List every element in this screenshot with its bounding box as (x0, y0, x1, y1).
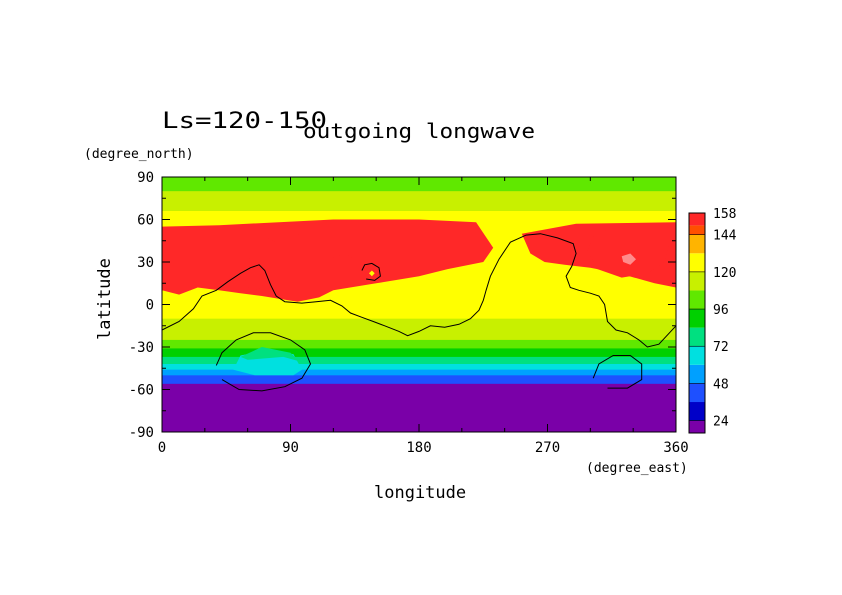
y-tick-label: 90 (137, 170, 154, 186)
band-9 (162, 348, 676, 358)
colorbar-segment (689, 383, 705, 403)
y-axis-label: latitude (95, 258, 115, 340)
colorbar-segment (689, 253, 705, 272)
axes: 0 90 180 270 360 90 60 30 0 -30 -60 -90 (129, 170, 689, 456)
colorbar: 158 144 120 96 72 48 24 (688, 207, 737, 434)
chart-subtitle: Ls=120-150 (162, 109, 327, 134)
x-tick-label: 0 (158, 440, 166, 456)
band-8 (162, 339, 676, 349)
topography-contour-3 (592, 355, 643, 389)
contour-region-0 (162, 219, 494, 302)
band-2 (162, 191, 676, 203)
band-4 (162, 211, 676, 220)
colorbar-label: 24 (713, 415, 729, 430)
colorbar-segment (689, 364, 705, 384)
band-13 (162, 375, 676, 385)
colorbar-label: 120 (713, 266, 736, 281)
colorbar-label: 144 (713, 229, 737, 244)
x-tick-label: 90 (282, 440, 299, 456)
contour-region-3 (267, 233, 300, 244)
contour-region-4 (244, 256, 268, 292)
contour-region-9 (240, 347, 300, 362)
colorbar-label: 72 (713, 340, 729, 355)
y-tick-label: -60 (129, 383, 154, 399)
band-3 (162, 202, 676, 212)
band-12 (162, 369, 676, 376)
colorbar-segment (689, 309, 705, 328)
plot-area (162, 177, 676, 433)
colorbar-segment (689, 346, 705, 365)
topography-contour-0 (161, 233, 677, 348)
colorbar-segment (689, 234, 705, 254)
y-axis-unit: (degree_north) (84, 147, 194, 162)
colorbar-segment (689, 327, 705, 347)
x-axis-unit: (degree_east) (586, 461, 688, 476)
colorbar-label: 48 (713, 377, 729, 392)
colorbar-label: 158 (713, 207, 736, 222)
colorbar-segment (689, 420, 705, 433)
band-11 (162, 364, 676, 371)
y-tick-label: -30 (129, 340, 154, 356)
y-tick-label: 30 (137, 255, 154, 271)
chart-title: outgoing longwave (303, 119, 535, 143)
band-10 (162, 356, 676, 365)
colorbar-segment (689, 271, 705, 291)
y-tick-label: 60 (137, 213, 154, 229)
x-axis-label: longitude (374, 483, 466, 503)
contour-region-2 (587, 226, 671, 278)
band-1 (162, 185, 676, 192)
colorbar-segment (689, 290, 705, 310)
y-tick-label: 0 (146, 298, 154, 314)
band-6 (162, 318, 676, 331)
contour-region-7 (369, 270, 375, 277)
x-tick-label: 270 (535, 440, 560, 456)
x-tick-label: 180 (406, 440, 431, 456)
band-7 (162, 330, 676, 341)
x-tick-label: 360 (663, 440, 688, 456)
colorbar-segment (689, 402, 705, 421)
topography-contour-2 (215, 332, 312, 392)
colorbar-segment (689, 225, 705, 235)
colorbar-segment (689, 213, 705, 226)
contour-lines (161, 233, 677, 392)
y-tick-label: -90 (129, 425, 154, 441)
contour-region-6 (621, 253, 636, 265)
contour-region-5 (329, 253, 355, 271)
topography-contour-1 (361, 262, 381, 281)
colorbar-label: 96 (713, 303, 729, 318)
